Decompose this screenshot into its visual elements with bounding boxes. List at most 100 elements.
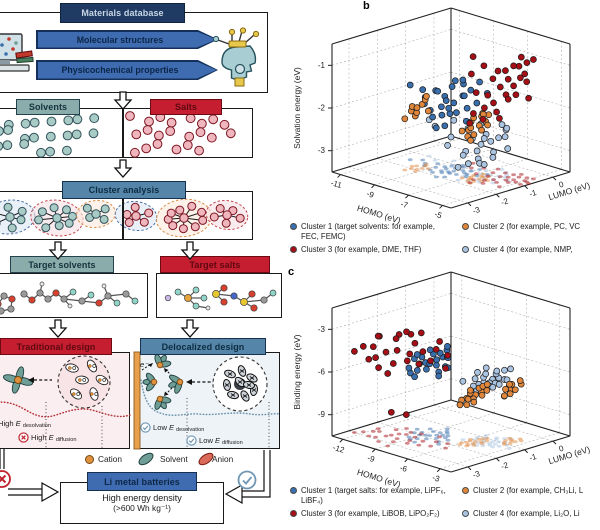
svg-text:-9: -9 [366,189,376,200]
cluster-analysis-label: Cluster analysis [88,185,160,195]
materials-database-header: Materials database [60,3,185,23]
traditional-design-header: Traditional design [0,338,112,355]
molecular-structures-banner: Molecular structures [36,30,218,49]
svg-text:-9: -9 [366,453,376,464]
legend-item: Cluster 3 (for example, DME, THF) [290,245,454,255]
scatter3d-solvation-energy: -1 -2 -3 -11 -9 -7 -5 -3 -2 -1 0 Solvation energy (… [292,7,591,226]
anion-label: Anion [212,454,234,464]
target-solvents-label: Target solvents [28,259,96,270]
legend-item: Cluster 4 (for example, NMP, [462,245,600,255]
molecular-structures-label: Molecular structures [76,34,164,45]
solvents-header: Solvents [16,99,80,115]
li-metal-batteries-header: Li metal batteries [87,472,197,491]
legend-text: Cluster 2 (for example, CH₃Li, L [473,486,584,495]
traditional-design-art [0,355,131,448]
legend-item: Cluster 3 (for example, LiBOB, LiPO₂F₂) [290,509,454,519]
svg-text:LUMO (eV): LUMO (eV) [547,444,591,466]
materials-database-label: Materials database [81,8,164,18]
anion-icon [198,452,214,466]
svg-text:-2: -2 [318,104,326,113]
cation-label: Cation [98,454,122,464]
svg-text:-12: -12 [332,443,346,455]
svg-text:-11: -11 [330,178,344,190]
legend-panel-b: Cluster 1 (target solvents: for example,… [290,222,600,255]
delocalized-design-header: Delocalized design [140,338,266,355]
legend-text: Cluster 4 (for example, Li₂O, Li [473,509,580,519]
svg-text:-5: -5 [434,210,444,221]
down-arrow-icon [113,159,133,178]
delocalized-design-art [133,351,281,450]
svg-text:Solvation energy (eV): Solvation energy (eV) [292,67,302,149]
svg-text:-3: -3 [472,469,482,480]
solvent-label: Solvent [160,454,188,464]
x-circle-icon [18,432,29,443]
cluster-marker-icon [462,487,469,494]
svg-text:-2: -2 [500,460,510,471]
legend-text: Cluster 1 (target salts: for example, Li… [301,486,446,506]
legend-item: Cluster 2 (for example, PC, VC [462,222,600,242]
down-arrow-icon [48,241,68,260]
svg-text:-3: -3 [431,473,441,484]
panel-a-workflow: Materials database Molecular structures … [0,0,285,530]
legend-text: Cluster 1 (target solvents: for example,… [301,222,435,242]
svg-text:-9: -9 [318,410,326,419]
cluster-marker-icon [290,223,297,230]
svg-text:-1: -1 [528,452,538,463]
svg-text:LUMO (eV): LUMO (eV) [547,180,591,202]
salts-header: Salts [150,99,222,115]
cluster-marker-icon [462,510,469,518]
target-salts-header: Target salts [160,256,270,273]
svg-text:-1: -1 [528,188,538,199]
legend-text: Cluster 3 (for example, LiBOB, LiPO₂F₂) [301,509,440,519]
legend-item: Cluster 2 (for example, CH₃Li, L [462,486,600,506]
target-solvents-header: Target solvents [10,256,114,273]
salts-label: Salts [174,102,197,112]
panel-b-label: b [363,0,370,12]
cluster-marker-icon [290,510,297,518]
cluster-networks-graphic [0,198,249,238]
svg-text:-7: -7 [400,199,410,210]
legend-item: Cluster 1 (target solvents: for example,… [290,222,454,242]
svg-text:-3: -3 [318,146,326,155]
solvent-molecules-graphic [0,281,139,315]
panel-c-label: c [288,266,295,278]
delocalized-design-label: Delocalized design [161,341,245,352]
svg-text:Binding energy (eV): Binding energy (eV) [292,334,302,409]
physicochemical-properties-banner: Physicochemical properties [36,60,218,80]
salt-molecules-graphic [164,284,277,312]
legend-panel-c: Cluster 1 (target salts: for example, Li… [290,486,600,519]
svg-text:-3: -3 [318,325,326,334]
legend-text: Cluster 4 (for example, NMP, [473,245,573,255]
svg-text:-6: -6 [399,463,409,474]
svg-text:-2: -2 [500,196,510,207]
svg-text:-3: -3 [472,205,482,216]
svg-text:-6: -6 [318,368,326,377]
legend-item: Cluster 1 (target salts: for example, Li… [290,486,454,506]
molecule-dots-graphic [0,111,236,158]
flow-connectors-graphic [0,449,271,505]
svg-text:0: 0 [558,180,565,190]
cluster-marker-icon [290,246,297,254]
cluster-marker-icon [462,223,469,230]
electron-label: e⁻ [140,360,149,369]
cluster-marker-icon [290,487,297,494]
solvent-icon [138,452,154,466]
legend-item: Cluster 4 (for example, Li₂O, Li [462,509,600,519]
li-metal-batteries-label: Li metal batteries [104,476,180,487]
down-arrow-icon [48,319,68,338]
physicochemical-properties-label: Physicochemical properties [61,65,179,75]
solvents-salts-divider [122,108,124,158]
solvents-label: Solvents [28,102,68,112]
down-arrow-icon [113,91,133,110]
down-arrow-icon [180,319,200,338]
scatter3d-binding-energy: -3 -6 -9 -12 -9 -6 -3 -3 -2 -1 0 Binding energy (eV… [292,271,591,490]
check-circle-icon [140,422,151,433]
cluster-analysis-divider [122,191,124,240]
legend-text: Cluster 3 (for example, DME, THF) [301,245,422,255]
simulation-monitor-icon [0,33,34,72]
traditional-design-label: Traditional design [16,341,96,352]
